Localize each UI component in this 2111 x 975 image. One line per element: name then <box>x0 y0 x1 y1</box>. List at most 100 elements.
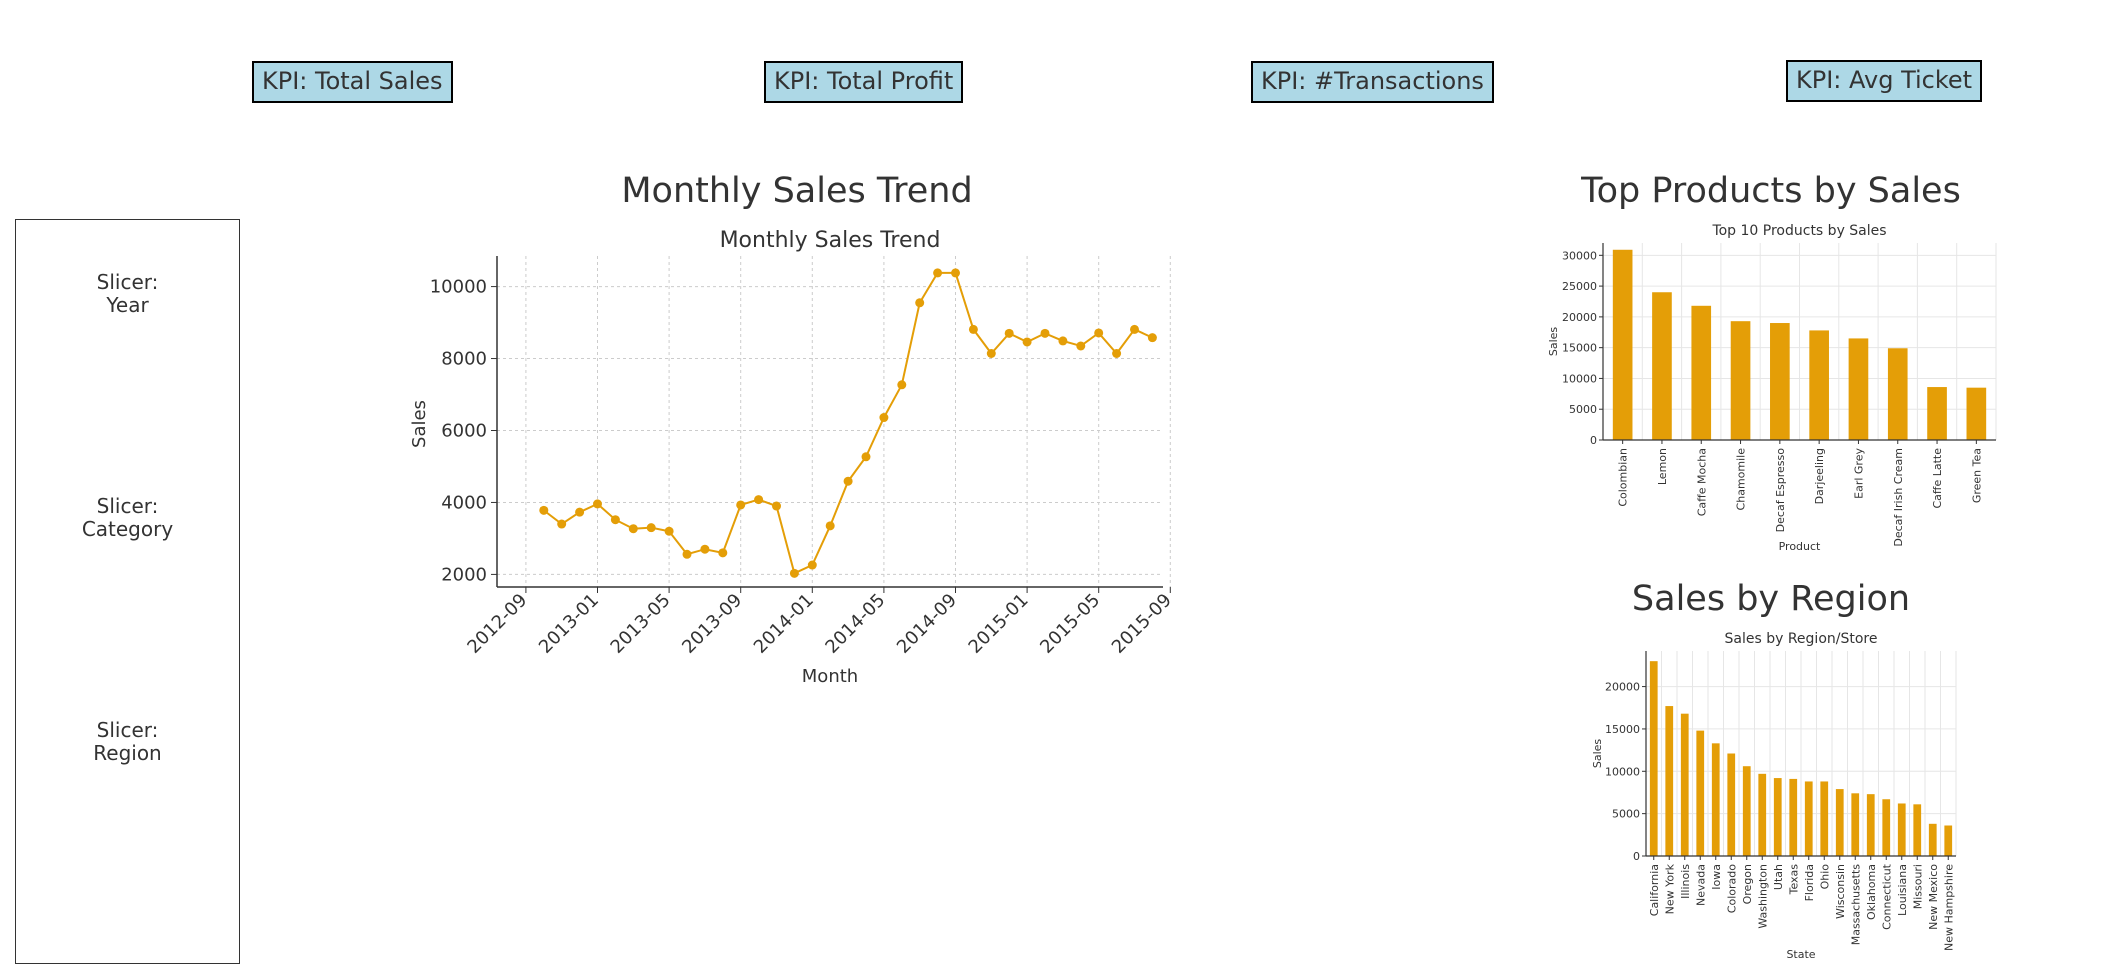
x-tick-label: New Mexico <box>1927 864 1940 930</box>
bar <box>1649 661 1658 856</box>
bar <box>1789 778 1798 856</box>
slicer-category[interactable]: Slicer: Category <box>16 495 239 541</box>
slicer-region-label: Slicer: <box>96 718 159 742</box>
data-point <box>843 476 853 486</box>
bar <box>1866 794 1875 856</box>
x-tick-label: Caffe Latte <box>1931 448 1944 509</box>
y-axis-label: Sales <box>1547 327 1560 357</box>
slicer-year-field: Year <box>106 293 149 317</box>
y-tick-label: 0 <box>1633 850 1640 863</box>
data-point <box>879 413 889 423</box>
x-tick-label: New Hampshire <box>1942 864 1955 951</box>
y-tick-label: 25000 <box>1562 280 1597 293</box>
x-tick-label: Connecticut <box>1880 863 1893 930</box>
x-tick-label: New York <box>1663 863 1676 914</box>
x-tick-label: 2014-09 <box>893 590 961 658</box>
bar <box>1691 305 1712 440</box>
kpi-transactions[interactable]: KPI: #Transactions <box>1251 61 1494 103</box>
bar <box>1928 823 1937 856</box>
bar <box>1835 789 1844 856</box>
x-tick-label: Louisiana <box>1896 864 1909 916</box>
data-point <box>825 521 835 531</box>
x-tick-label: Missouri <box>1911 864 1924 909</box>
x-tick-label: 2013-01 <box>535 590 603 658</box>
data-point <box>1004 328 1014 338</box>
slicer-region[interactable]: Slicer: Region <box>16 719 239 765</box>
x-tick-label: Massachusetts <box>1849 864 1862 946</box>
bar <box>1665 706 1674 856</box>
data-point <box>1022 337 1032 347</box>
slicer-region-field: Region <box>93 741 162 765</box>
x-tick-label: 2012-09 <box>463 590 531 658</box>
y-tick-label: 10000 <box>1562 372 1597 385</box>
bar <box>1711 743 1720 856</box>
bar <box>1966 387 1987 440</box>
x-tick-label: Decaf Irish Cream <box>1892 448 1905 547</box>
data-point <box>610 515 620 525</box>
bar <box>1652 292 1672 440</box>
y-tick-label: 5000 <box>1612 808 1640 821</box>
x-tick-label: Nevada <box>1694 864 1707 906</box>
x-tick-label: California <box>1648 864 1661 916</box>
bar <box>1742 766 1751 856</box>
x-tick-label: 2014-05 <box>821 590 889 658</box>
data-point <box>664 526 674 536</box>
bar <box>1927 387 1947 440</box>
bar <box>1696 730 1705 856</box>
data-point <box>1076 341 1086 351</box>
y-tick-label: 5000 <box>1569 403 1597 416</box>
bar <box>1913 804 1922 856</box>
bar <box>1773 778 1782 856</box>
x-tick-label: Utah <box>1772 864 1785 890</box>
section-title-trend: Monthly Sales Trend <box>621 171 973 211</box>
x-tick-label: Caffe Mocha <box>1695 448 1708 516</box>
x-axis-label: State <box>1786 948 1815 961</box>
y-tick-label: 15000 <box>1605 723 1640 736</box>
data-point <box>646 523 656 533</box>
x-tick-label: Florida <box>1803 864 1816 901</box>
kpi-total-profit[interactable]: KPI: Total Profit <box>764 61 964 103</box>
x-tick-label: Illinois <box>1679 864 1692 899</box>
bar <box>1804 781 1813 856</box>
kpi-avg-ticket[interactable]: KPI: Avg Ticket <box>1786 60 1983 102</box>
x-tick-label: 2015-09 <box>1108 590 1176 658</box>
bar <box>1820 781 1829 856</box>
data-point <box>915 298 925 308</box>
chart-title: Sales by Region/Store <box>1725 631 1878 647</box>
bar <box>1897 803 1906 856</box>
x-tick-label: Darjeeling <box>1813 448 1826 504</box>
section-title-region: Sales by Region <box>1631 579 1911 619</box>
y-tick-label: 15000 <box>1562 342 1597 355</box>
kpi-total-sales[interactable]: KPI: Total Sales <box>252 61 453 103</box>
data-point <box>861 452 871 462</box>
x-tick-label: Colombian <box>1617 448 1630 507</box>
x-tick-label: 2015-05 <box>1036 590 1104 658</box>
data-point <box>1112 349 1122 359</box>
y-tick-label: 20000 <box>1562 311 1597 324</box>
data-point <box>789 568 799 578</box>
x-tick-label: Washington <box>1756 864 1769 929</box>
bar <box>1727 753 1736 856</box>
data-point <box>1058 336 1068 346</box>
slicer-category-field: Category <box>81 517 174 541</box>
data-point <box>700 544 710 554</box>
slicer-panel: Slicer: Year Slicer: Category Slicer: Re… <box>15 219 240 964</box>
x-tick-label: 2015-01 <box>965 590 1033 658</box>
bar <box>1730 321 1751 440</box>
data-point <box>736 500 746 510</box>
x-axis-label: Product <box>1779 540 1821 553</box>
slicer-year[interactable]: Slicer: Year <box>16 271 239 317</box>
bar <box>1809 330 1829 440</box>
x-tick-label: Lemon <box>1656 448 1669 485</box>
chart-title: Monthly Sales Trend <box>720 228 941 253</box>
x-tick-label: Ohio <box>1818 864 1831 890</box>
data-point <box>986 349 996 359</box>
section-title-products: Top Products by Sales <box>1581 171 1961 211</box>
data-point <box>1094 328 1104 338</box>
data-point <box>593 499 602 509</box>
data-point <box>933 268 943 278</box>
y-tick-label: 8000 <box>441 349 487 370</box>
data-point <box>718 548 728 558</box>
x-tick-label: Green Tea <box>1970 448 1983 503</box>
bar <box>1770 323 1790 440</box>
